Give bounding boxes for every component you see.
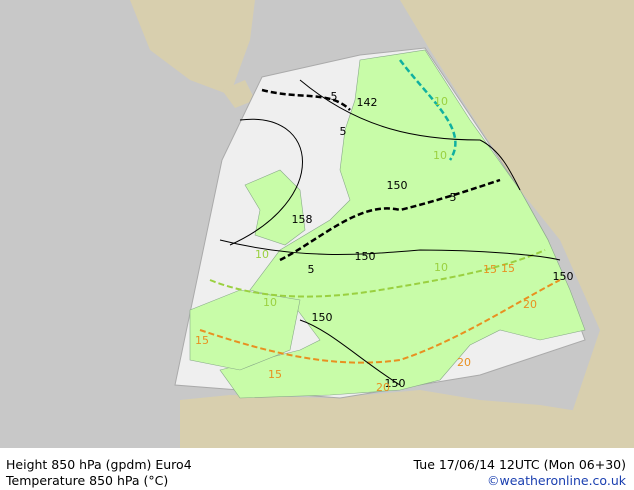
height-contour bbox=[219, 239, 561, 261]
british-isles bbox=[244, 169, 306, 246]
height-label: 142 bbox=[357, 96, 378, 109]
height-contour bbox=[229, 118, 303, 246]
height-label: 150 bbox=[355, 250, 376, 263]
temp-contour bbox=[261, 88, 351, 111]
height-contour bbox=[299, 79, 521, 191]
temperature-label: 20 bbox=[457, 356, 471, 369]
height-label: 150 bbox=[553, 270, 574, 283]
temperature-label: 15 bbox=[268, 368, 282, 381]
temperature-label: 10 bbox=[434, 261, 448, 274]
greenland bbox=[130, 0, 255, 95]
date: Tue 17/06/14 12UTC (Mon 06+30) bbox=[413, 457, 626, 472]
map: 142 150 158 150 150 150 150 5 5 5 5 10 10 10 10 10 15 15 1… bbox=[0, 0, 634, 448]
credit: ©weatheronline.co.uk bbox=[487, 473, 626, 488]
height-contour bbox=[299, 319, 401, 386]
title-line1: Height 850 hPa (gpdm) Euro4 bbox=[6, 457, 192, 472]
temperature-label: 20 bbox=[376, 381, 390, 394]
temperature-label: 5 bbox=[331, 90, 338, 103]
temp-contour bbox=[199, 279, 561, 364]
east-land bbox=[400, 0, 634, 448]
temperature-label: 10 bbox=[255, 248, 269, 261]
temperature-label: 10 bbox=[433, 149, 447, 162]
temp-contour bbox=[209, 249, 546, 298]
title-line2: Temperature 850 hPa (°C) bbox=[6, 473, 169, 488]
temperature-label: 20 bbox=[523, 298, 537, 311]
iceland bbox=[222, 80, 255, 108]
temperature-label: 5 bbox=[308, 263, 315, 276]
temperature-label: 10 bbox=[263, 296, 277, 309]
temperature-label: 15 bbox=[195, 334, 209, 347]
temperature-label: 15 bbox=[501, 262, 515, 275]
height-label: 150 bbox=[312, 311, 333, 324]
temp-contour bbox=[279, 178, 501, 262]
temperature-label: 15 bbox=[483, 263, 497, 276]
height-label: 150 bbox=[385, 377, 406, 390]
temp-contour bbox=[399, 59, 457, 161]
height-label: 150 bbox=[387, 179, 408, 192]
height-label: 158 bbox=[292, 213, 313, 226]
temperature-label: 10 bbox=[434, 95, 448, 108]
land-europe bbox=[219, 49, 586, 399]
temperature-label: 5 bbox=[340, 125, 347, 138]
africa bbox=[180, 390, 634, 448]
temperature-label: 5 bbox=[450, 191, 457, 204]
